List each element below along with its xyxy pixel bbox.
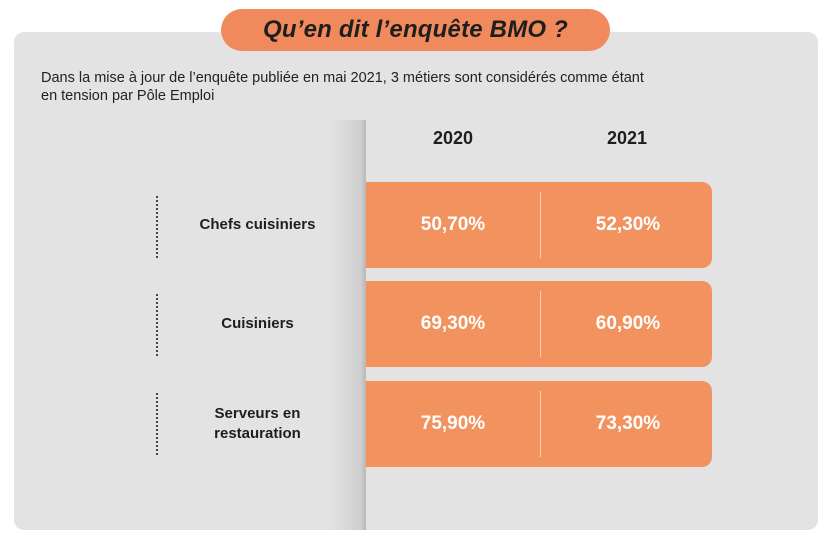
dotted-divider	[156, 196, 158, 258]
page-title: Qu’en dit l’enquête BMO ?	[221, 9, 610, 51]
value-cell-2021: 73,30%	[595, 413, 661, 434]
table-row: 50,70% 52,30%	[366, 182, 712, 268]
column-divider-shadow	[330, 120, 366, 530]
value-cell-2021: 60,90%	[595, 313, 661, 334]
column-header-2020: 2020	[432, 128, 474, 148]
value-cell-2020: 75,90%	[420, 413, 486, 434]
cell-separator	[540, 391, 541, 457]
row-label-line: Serveurs en	[214, 405, 301, 422]
cell-separator	[540, 291, 541, 357]
value-cell-2021: 52,30%	[595, 214, 661, 235]
row-label-line: Chefs cuisiniers	[199, 216, 316, 233]
intro-line-2: en tension par Pôle Emploi	[41, 88, 215, 104]
intro-text: Dans la mise à jour de l’enquête publiée…	[41, 69, 791, 105]
intro-line-1: Dans la mise à jour de l’enquête publiée…	[41, 70, 644, 86]
cell-separator	[540, 192, 541, 258]
dotted-divider	[156, 294, 158, 356]
row-label-cuisiniers: Cuisiniers	[170, 281, 345, 367]
table-row: 69,30% 60,90%	[366, 281, 712, 367]
row-label-line: Cuisiniers	[221, 315, 294, 332]
row-label-serveurs: Serveurs en restauration	[170, 381, 345, 467]
value-cell-2020: 50,70%	[420, 214, 486, 235]
value-cell-2020: 69,30%	[420, 313, 486, 334]
column-header-2021: 2021	[606, 128, 648, 148]
row-label-chefs-cuisiniers: Chefs cuisiniers	[170, 182, 345, 268]
row-label-line: restauration	[214, 425, 301, 442]
table-row: 75,90% 73,30%	[366, 381, 712, 467]
dotted-divider	[156, 393, 158, 455]
